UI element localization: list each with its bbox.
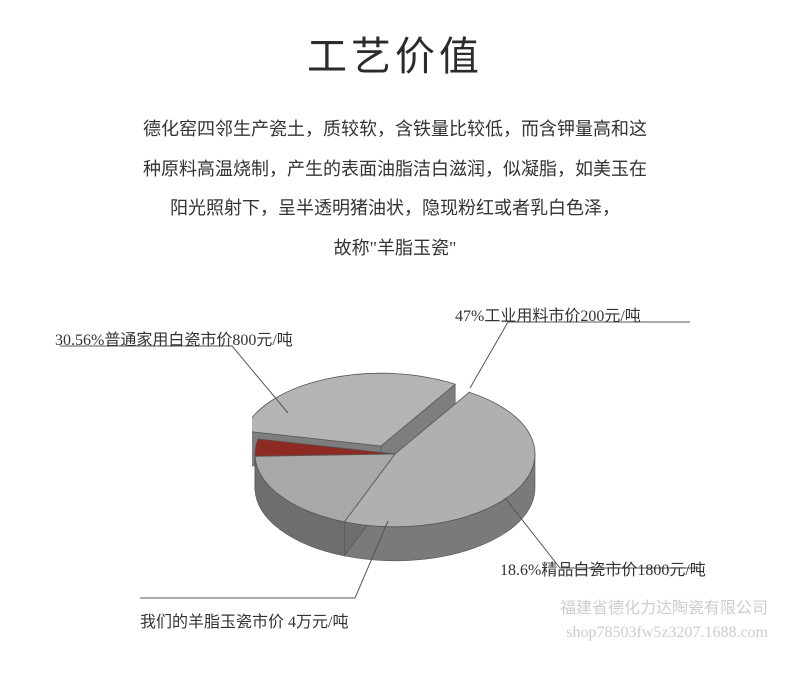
- label-premium: 18.6%精品白瓷市价1800元/吨: [500, 556, 706, 580]
- pie-wrap: [252, 358, 538, 578]
- label-household: 30.56%普通家用白瓷市价800元/吨: [55, 326, 293, 350]
- description-block: 德化窑四邻生产瓷土，质较软，含铁量比较低，而含钾量高和这 种原料高温烧制，产生的…: [0, 110, 790, 268]
- desc-line: 种原料高温烧制，产生的表面油脂洁白滋润，似凝脂，如美玉在: [40, 150, 750, 190]
- label-industrial: 47%工业用料市价200元/吨: [455, 302, 641, 326]
- label-ours: 我们的羊脂玉瓷市价 4万元/吨: [140, 608, 348, 632]
- pie-chart: 47%工业用料市价200元/吨 18.6%精品白瓷市价1800元/吨 我们的羊脂…: [0, 278, 790, 658]
- desc-line: 阳光照射下，呈半透明猪油状，隐现粉红或者乳白色泽，: [40, 189, 750, 229]
- desc-line: 德化窑四邻生产瓷土，质较软，含铁量比较低，而含钾量高和这: [40, 110, 750, 150]
- desc-line: 故称"羊脂玉瓷": [40, 229, 750, 269]
- pie-svg: [252, 358, 538, 578]
- page-title: 工艺价值: [0, 24, 790, 82]
